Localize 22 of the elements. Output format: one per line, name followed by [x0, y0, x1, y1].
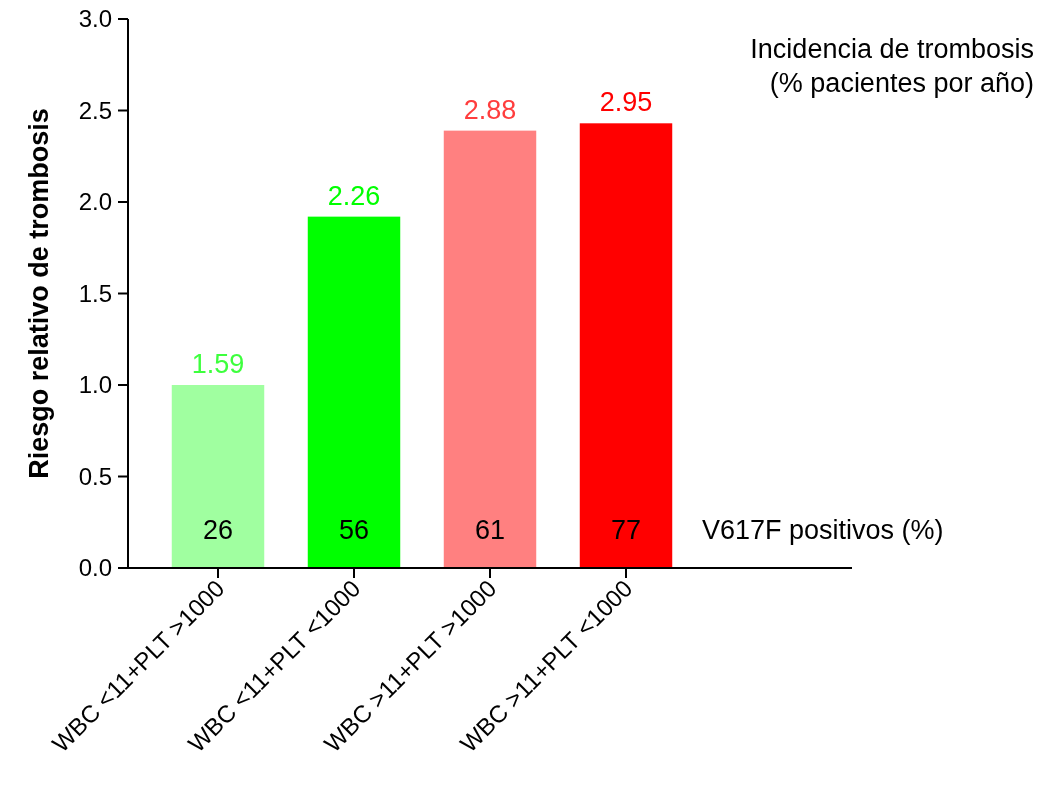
bar: [307, 216, 401, 568]
y-tick-label: 1.0: [78, 371, 112, 399]
bar: [443, 130, 537, 568]
y-tick-label: 0.5: [78, 462, 112, 490]
annotation: 2.26: [327, 180, 381, 211]
bar: [171, 385, 265, 568]
annotation: 61: [474, 515, 506, 546]
y-tick-label: 3.0: [78, 5, 112, 33]
annotation: 2.95: [599, 87, 653, 118]
annotation: 26: [202, 515, 234, 546]
annotation: 56: [338, 515, 370, 546]
bar: [579, 123, 673, 568]
annotation: 2.88: [463, 94, 517, 125]
y-tick-label: 2.0: [78, 188, 112, 216]
y-axis-title: Riesgo relativo de trombosis: [24, 108, 54, 479]
annotation: 77: [610, 515, 642, 546]
text: V617F positivos (%): [702, 515, 944, 546]
annotation: 1.59: [191, 349, 245, 379]
y-tick-label: 0.0: [78, 554, 112, 582]
y-tick-label: 2.5: [78, 96, 112, 124]
y-tick-label: 1.5: [78, 279, 112, 307]
text: Incidencia de trombosis (% pacientes por año): [750, 34, 1034, 98]
